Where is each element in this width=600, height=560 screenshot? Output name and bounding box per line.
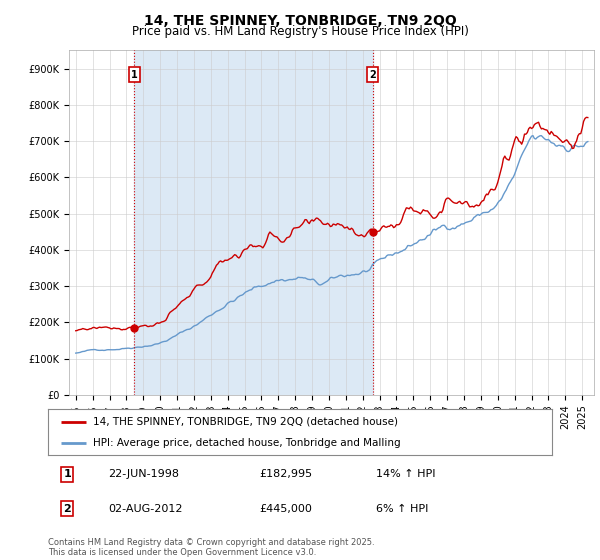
Text: HPI: Average price, detached house, Tonbridge and Malling: HPI: Average price, detached house, Tonb… — [94, 438, 401, 448]
Text: Price paid vs. HM Land Registry's House Price Index (HPI): Price paid vs. HM Land Registry's House … — [131, 25, 469, 38]
Text: £182,995: £182,995 — [260, 469, 313, 479]
Text: 1: 1 — [131, 69, 138, 80]
Text: 6% ↑ HPI: 6% ↑ HPI — [376, 504, 428, 514]
Text: 02-AUG-2012: 02-AUG-2012 — [109, 504, 183, 514]
Text: 14% ↑ HPI: 14% ↑ HPI — [376, 469, 435, 479]
Text: Contains HM Land Registry data © Crown copyright and database right 2025.
This d: Contains HM Land Registry data © Crown c… — [48, 538, 374, 557]
Text: 22-JUN-1998: 22-JUN-1998 — [109, 469, 179, 479]
Text: 1: 1 — [63, 469, 71, 479]
Bar — [134, 50, 373, 395]
Text: 14, THE SPINNEY, TONBRIDGE, TN9 2QQ: 14, THE SPINNEY, TONBRIDGE, TN9 2QQ — [143, 14, 457, 28]
Text: 2: 2 — [369, 69, 376, 80]
Text: £445,000: £445,000 — [260, 504, 313, 514]
Text: 2: 2 — [63, 504, 71, 514]
Text: 14, THE SPINNEY, TONBRIDGE, TN9 2QQ (detached house): 14, THE SPINNEY, TONBRIDGE, TN9 2QQ (det… — [94, 417, 398, 427]
